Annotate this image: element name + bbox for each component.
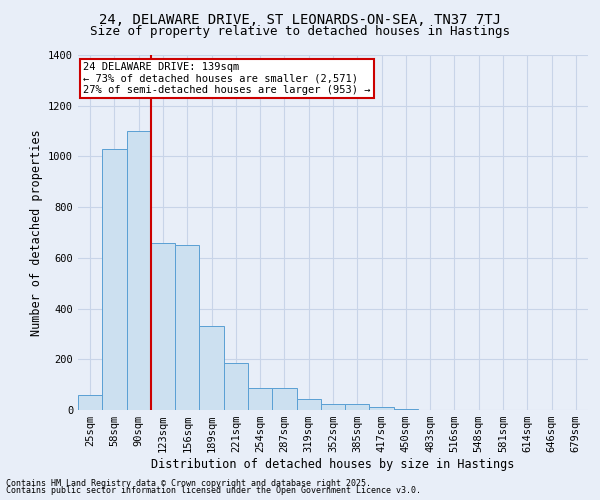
Bar bbox=[224, 363, 248, 410]
Bar bbox=[127, 131, 151, 410]
Bar bbox=[345, 404, 370, 410]
Y-axis label: Number of detached properties: Number of detached properties bbox=[29, 129, 43, 336]
Bar bbox=[78, 395, 102, 410]
Bar bbox=[102, 149, 127, 410]
Bar bbox=[248, 388, 272, 410]
Bar bbox=[151, 242, 175, 410]
Text: 24 DELAWARE DRIVE: 139sqm
← 73% of detached houses are smaller (2,571)
27% of se: 24 DELAWARE DRIVE: 139sqm ← 73% of detac… bbox=[83, 62, 371, 96]
Bar bbox=[394, 408, 418, 410]
Text: Contains HM Land Registry data © Crown copyright and database right 2025.: Contains HM Land Registry data © Crown c… bbox=[6, 478, 371, 488]
Bar bbox=[370, 408, 394, 410]
Text: Contains public sector information licensed under the Open Government Licence v3: Contains public sector information licen… bbox=[6, 486, 421, 495]
X-axis label: Distribution of detached houses by size in Hastings: Distribution of detached houses by size … bbox=[151, 458, 515, 471]
Bar bbox=[296, 398, 321, 410]
Text: Size of property relative to detached houses in Hastings: Size of property relative to detached ho… bbox=[90, 25, 510, 38]
Bar bbox=[199, 326, 224, 410]
Bar bbox=[175, 245, 199, 410]
Bar bbox=[321, 404, 345, 410]
Bar bbox=[272, 388, 296, 410]
Text: 24, DELAWARE DRIVE, ST LEONARDS-ON-SEA, TN37 7TJ: 24, DELAWARE DRIVE, ST LEONARDS-ON-SEA, … bbox=[99, 12, 501, 26]
